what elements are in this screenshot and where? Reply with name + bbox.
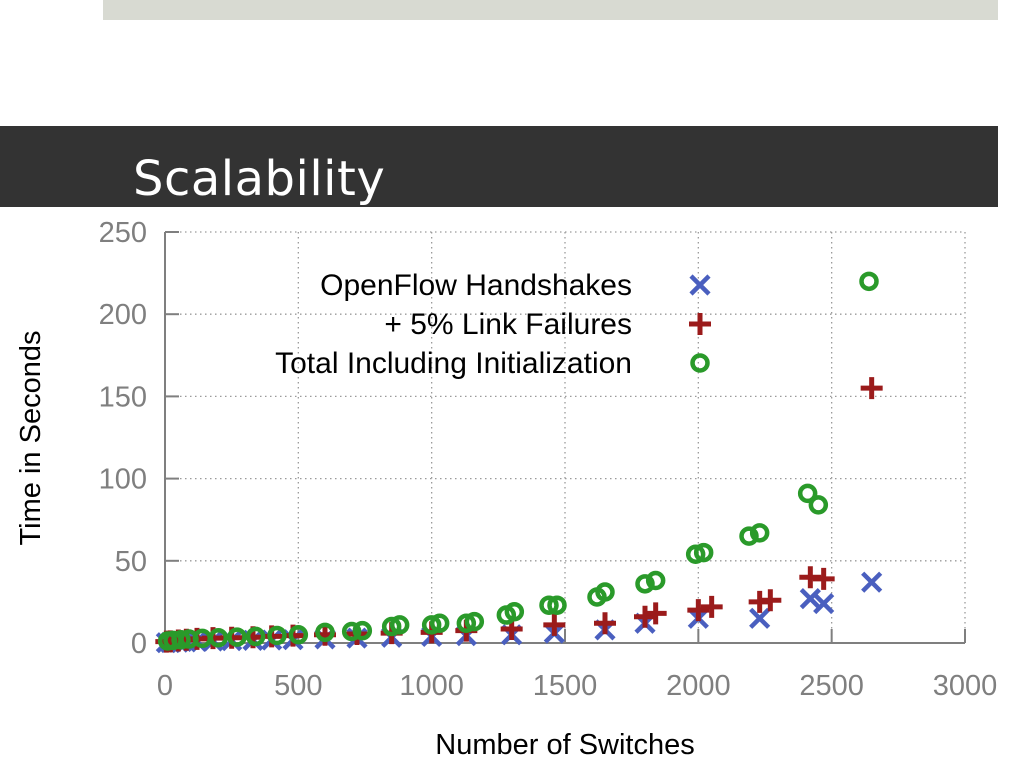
x-tick-label: 1000 xyxy=(399,670,464,702)
title-bar xyxy=(0,126,998,207)
data-point-5-link-failures xyxy=(759,589,782,612)
data-point-total-including-initialization xyxy=(267,625,287,646)
x-axis-label: Number of Switches xyxy=(435,729,695,761)
y-tick-label: 0 xyxy=(131,628,147,660)
data-point-total-including-initialization xyxy=(381,616,402,637)
slide-title: Scalability xyxy=(133,151,386,207)
data-point-openflow-handshakes xyxy=(861,571,883,593)
data-point-5-link-failures xyxy=(860,377,883,400)
legend-marker-total-including-initialization xyxy=(690,353,710,373)
data-point-total-including-initialization xyxy=(208,627,229,648)
data-point-5-link-failures xyxy=(644,602,667,625)
data-point-total-including-initialization xyxy=(693,542,714,563)
data-point-total-including-initialization xyxy=(227,627,247,647)
y-tick-label: 150 xyxy=(99,381,147,413)
data-point-openflow-handshakes xyxy=(813,592,835,615)
data-point-total-including-initialization xyxy=(389,615,410,635)
data-point-total-including-initialization xyxy=(539,595,559,615)
legend-label-openflow-handshakes: OpenFlow Handshakes xyxy=(320,269,632,302)
y-tick-label: 100 xyxy=(99,464,147,496)
data-point-total-including-initialization xyxy=(456,613,477,634)
data-point-total-including-initialization xyxy=(595,582,615,602)
data-point-5-link-failures xyxy=(687,599,710,622)
data-point-5-link-failures xyxy=(634,605,656,628)
series-total-including-initialization xyxy=(157,271,879,651)
data-point-total-including-initialization xyxy=(245,626,266,647)
data-point-total-including-initialization xyxy=(315,622,335,643)
data-point-total-including-initialization xyxy=(685,544,706,564)
y-tick-label: 200 xyxy=(99,299,147,331)
data-point-openflow-handshakes xyxy=(799,588,821,610)
series-openflow-handshakes xyxy=(155,571,883,654)
x-tick-label: 0 xyxy=(157,670,173,702)
x-tick-label: 1500 xyxy=(533,670,598,702)
data-point-5-link-failures xyxy=(594,612,616,635)
legend-marker-openflow-handshakes xyxy=(689,274,711,296)
data-point-total-including-initialization xyxy=(797,483,818,504)
data-point-total-including-initialization xyxy=(429,613,450,634)
data-point-total-including-initialization xyxy=(504,602,525,622)
x-tick-label: 2500 xyxy=(799,670,864,702)
y-axis-label: Time in Seconds xyxy=(15,331,47,546)
legend-label-5-link-failures: + 5% Link Failures xyxy=(384,308,632,341)
x-tick-label: 500 xyxy=(274,670,322,702)
data-point-5-link-failures xyxy=(543,613,566,636)
data-point-total-including-initialization xyxy=(341,621,362,642)
chart-gridlines xyxy=(165,231,966,643)
legend-label-total-including-initialization: Total Including Initialization xyxy=(275,347,632,380)
x-tick-label: 3000 xyxy=(933,670,998,702)
chart-legend: OpenFlow Handshakes + 5% Link Failures Tot… xyxy=(275,269,711,380)
x-tick-label: 2000 xyxy=(666,670,731,702)
data-point-total-including-initialization xyxy=(421,615,442,635)
data-point-total-including-initialization xyxy=(749,523,770,543)
data-point-total-including-initialization xyxy=(808,495,829,515)
chart-series xyxy=(155,271,883,654)
data-point-5-link-failures xyxy=(812,567,835,590)
y-tick-label: 250 xyxy=(99,217,147,249)
data-point-total-including-initialization xyxy=(464,611,485,632)
y-tick-label: 50 xyxy=(115,546,147,578)
data-point-total-including-initialization xyxy=(288,625,309,645)
data-point-openflow-handshakes xyxy=(749,607,771,629)
series-5-link-failures xyxy=(155,377,883,653)
data-point-total-including-initialization xyxy=(859,271,879,292)
data-point-total-including-initialization xyxy=(352,620,373,641)
data-point-total-including-initialization xyxy=(645,570,666,591)
data-point-total-including-initialization xyxy=(739,526,759,546)
data-point-total-including-initialization xyxy=(171,629,191,650)
data-point-total-including-initialization xyxy=(635,574,655,594)
top-decorative-band xyxy=(103,0,998,20)
data-point-total-including-initialization xyxy=(547,595,567,615)
legend-marker-5-link-failures xyxy=(689,313,711,335)
data-point-5-link-failures xyxy=(700,595,723,618)
